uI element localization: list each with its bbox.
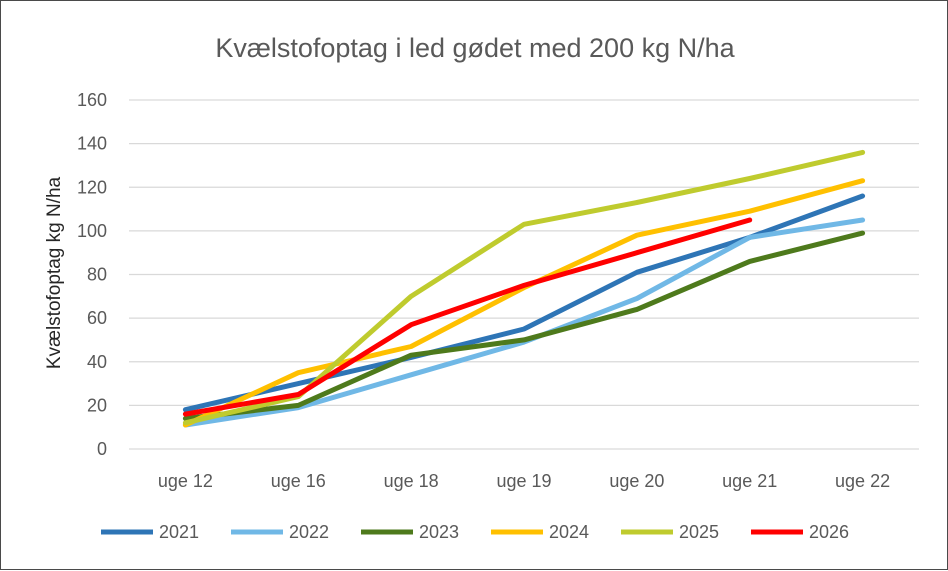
y-tick-label: 60: [87, 308, 107, 328]
x-tick-label: uge 22: [835, 471, 890, 491]
x-tick-label: uge 12: [158, 471, 213, 491]
legend-label-2025: 2025: [679, 522, 719, 542]
y-tick-label: 80: [87, 265, 107, 285]
y-axis-label: Kvælstofoptag kg N/ha: [44, 176, 65, 369]
series-lines: [182, 149, 866, 428]
legend: 2021 2022 2023 2024 2025 2026: [101, 522, 849, 542]
y-tick-label: 160: [77, 90, 107, 110]
x-tick-label: uge 19: [496, 471, 551, 491]
series-line-2026: [182, 217, 753, 417]
legend-label-2024: 2024: [549, 522, 589, 542]
series-line-2023: [182, 230, 866, 421]
legend-label-2021: 2021: [159, 522, 199, 542]
y-axis-ticks: 0 20 40 60 80 100 120 140 160: [77, 90, 107, 459]
x-axis-ticks: uge 12 uge 16 uge 18 uge 19 uge 20 uge 21 uge …: [158, 471, 890, 491]
x-tick-label: uge 18: [384, 471, 439, 491]
legend-label-2023: 2023: [419, 522, 459, 542]
y-tick-label: 0: [97, 439, 107, 459]
y-tick-label: 40: [87, 352, 107, 372]
y-tick-label: 120: [77, 177, 107, 197]
x-tick-label: uge 21: [722, 471, 777, 491]
x-tick-label: uge 20: [609, 471, 664, 491]
y-tick-label: 140: [77, 134, 107, 154]
legend-label-2026: 2026: [809, 522, 849, 542]
x-tick-label: uge 16: [271, 471, 326, 491]
chart-title: Kvælstofoptag i led gødet med 200 kg N/h…: [215, 33, 735, 63]
y-tick-label: 100: [77, 221, 107, 241]
y-tick-label: 20: [87, 395, 107, 415]
legend-label-2022: 2022: [289, 522, 329, 542]
